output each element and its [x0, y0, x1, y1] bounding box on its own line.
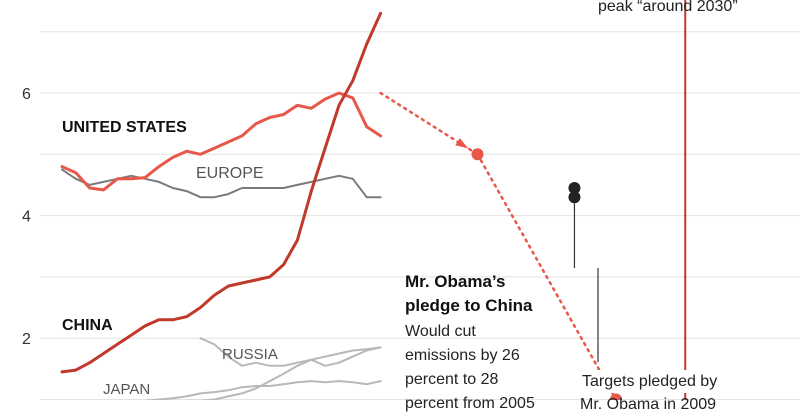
emissions-chart: 6 4 2 UNITED STATES EUROPE CHINA RUSSIA JAPAN [22, 0, 800, 400]
projection-line-0 [379, 91, 479, 156]
pledge-point-0 [568, 182, 581, 195]
obama-pledge-title-line2: pledge to China [405, 296, 533, 315]
series-line-china [60, 11, 383, 374]
obama-pledge-body-line2: emissions by 26 [405, 347, 520, 364]
projection-target-point-1 [610, 393, 622, 400]
label-japan: JAPAN [103, 381, 150, 398]
y-tick-label-4: 4 [22, 209, 31, 226]
pledge-point-1 [568, 191, 581, 204]
series-line-japan [144, 380, 382, 400]
projection-arrow-0 [455, 138, 469, 149]
obama-pledge-body-line1: Would cut [405, 323, 476, 340]
projection-line-1 [476, 153, 618, 400]
targets-annotation-line2: Mr. Obama in 2009 [580, 396, 717, 413]
y-tick-label-2: 2 [22, 331, 31, 348]
label-china: CHINA [62, 317, 113, 334]
label-europe: EUROPE [196, 165, 264, 182]
obama-pledge-body-line3: percent to 28 [405, 371, 499, 388]
series-line-russia [199, 337, 382, 367]
label-russia: RUSSIA [222, 346, 278, 363]
series-line-other-5 [185, 346, 382, 400]
targets-annotation-line1: Targets pledged by [580, 370, 720, 393]
obama-pledge-title-line1: Mr. Obama’s [405, 272, 506, 291]
series-line-united-states [60, 91, 383, 192]
peak-annotation: peak “around 2030” [598, 0, 738, 15]
y-tick-label-6: 6 [22, 86, 31, 103]
obama-pledge-body-line4: percent from 2005 [405, 395, 535, 412]
label-united-states: UNITED STATES [62, 119, 187, 136]
